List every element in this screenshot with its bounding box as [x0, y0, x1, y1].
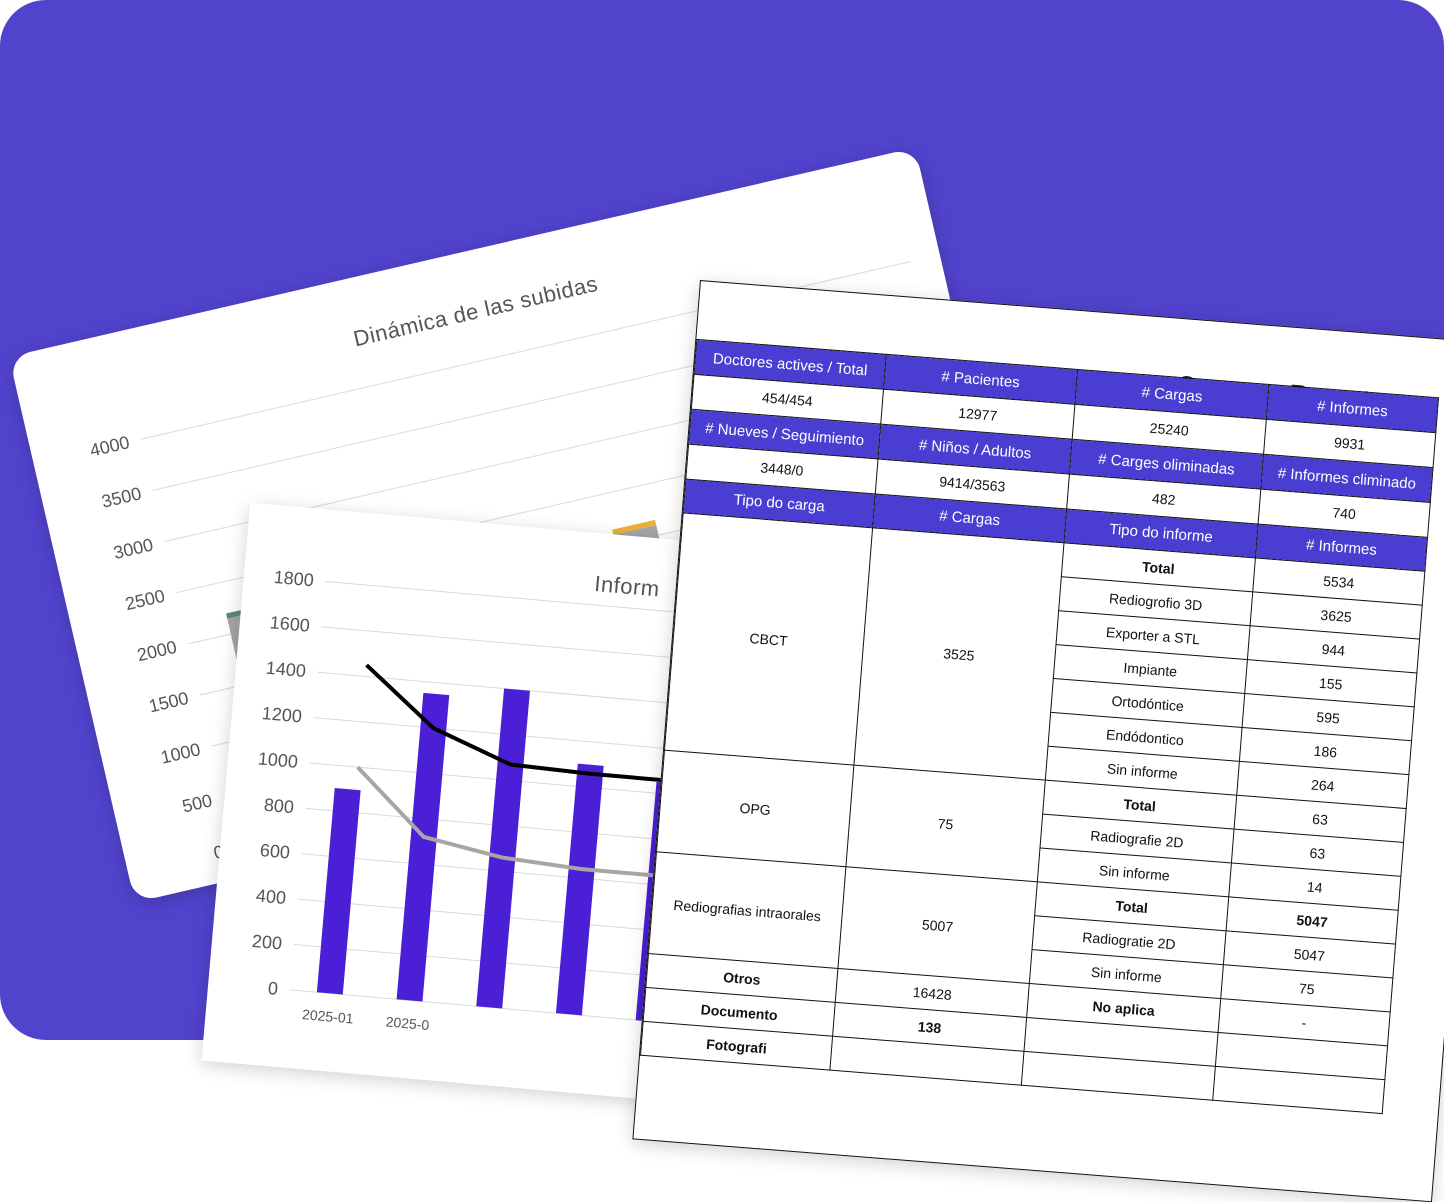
y-tick-label: 600 — [259, 840, 291, 863]
report-table: Doctores actives / Total # Pacientes # Car… — [640, 339, 1439, 1114]
upload-count-cell: 3525 — [853, 527, 1064, 781]
y-tick-label: 3000 — [112, 534, 156, 562]
chart-title: Inform — [593, 571, 660, 602]
y-tick-label: 1200 — [261, 703, 303, 726]
bar — [476, 688, 530, 1009]
informes-chart-card: Inform 0 200 400 600 800 1000 1200 1400 1600 1800… — [201, 502, 719, 1102]
y-tick-label: 0 — [267, 978, 279, 999]
bar — [555, 763, 604, 1016]
chart-title: Dinámica de las subidas — [351, 271, 600, 352]
y-tick-label: 2000 — [135, 637, 179, 665]
y-tick-label: 1000 — [257, 748, 299, 771]
upload-count-cell: 5007 — [837, 866, 1038, 984]
upload-type-cell: CBCT — [664, 512, 873, 766]
upload-type-cell: OPG — [656, 750, 854, 867]
y-tick-label: 400 — [255, 886, 287, 909]
bar — [316, 788, 361, 995]
gridline — [325, 580, 713, 616]
series-line — [356, 765, 662, 879]
bar — [396, 692, 450, 1002]
series-line — [365, 663, 670, 783]
report-table-card: Cargas y Reportes Doctores actives / Tot… — [632, 280, 1444, 1202]
x-tick-label: 2025-0 — [385, 1013, 430, 1033]
y-tick-label: 200 — [251, 931, 283, 954]
informes-chart: Inform 0 200 400 600 800 1000 1200 1400 1600 1800… — [251, 567, 713, 1033]
y-tick-label: 1000 — [159, 739, 203, 767]
y-tick-label: 1600 — [269, 612, 311, 635]
y-tick-label: 1800 — [273, 567, 315, 590]
stacked-bar-segment — [612, 519, 657, 535]
gridline — [321, 626, 709, 662]
y-tick-label: 3500 — [100, 483, 144, 511]
y-tick-label: 2500 — [123, 586, 167, 614]
y-tick-label: 1400 — [265, 658, 307, 681]
y-tick-label: 500 — [180, 790, 214, 816]
y-tick-label: 4000 — [88, 432, 132, 460]
y-tick-label: 1500 — [147, 688, 191, 716]
upload-count-cell: 75 — [845, 765, 1046, 882]
y-tick-label: 800 — [263, 795, 295, 818]
x-tick-label: 2025-01 — [302, 1006, 355, 1026]
upload-type-cell: Rediografias intraorales — [648, 851, 846, 969]
